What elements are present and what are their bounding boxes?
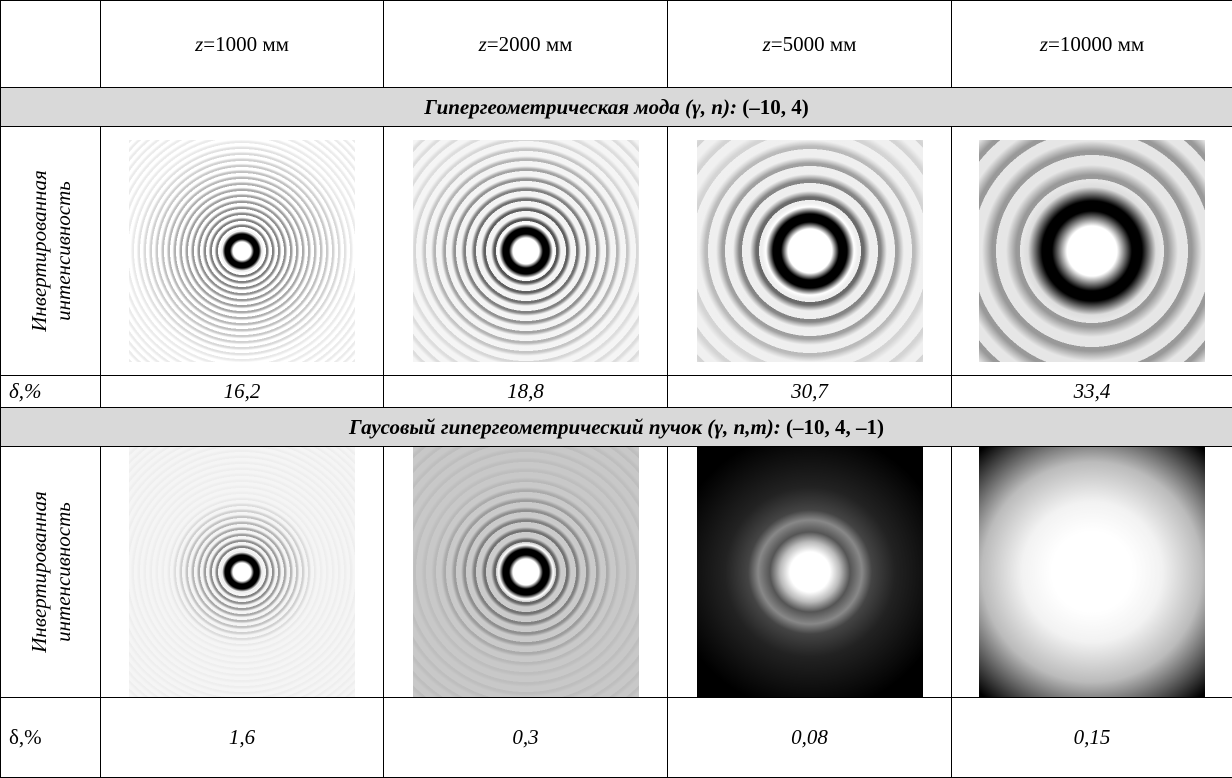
row-label-line: интенсивность [51, 502, 75, 642]
header-row: z=1000 мм z=2000 мм z=5000 мм z=10000 мм [1, 1, 1232, 88]
metric-label: δ,% [1, 698, 101, 778]
section-values: (–10, 4) [742, 95, 809, 119]
variable: z [1040, 32, 1048, 56]
body: z=1000 мм z=2000 мм z=5000 мм z=10000 мм… [0, 0, 1232, 776]
image-cell [101, 127, 384, 376]
page: Table {"columns": [ {"variable": "z", "t… [0, 0, 1232, 776]
image-cell [384, 127, 668, 376]
section-params: (γ, n,m): [707, 415, 780, 439]
column-header: z=10000 мм [952, 1, 1232, 88]
variable: z [763, 32, 771, 56]
image-cell [952, 447, 1232, 698]
metric-row: δ,% 1,6 0,3 0,08 0,15 [1, 698, 1232, 778]
metric-value: 33,4 [952, 376, 1232, 408]
section-name: Гипергеометрическая мода [424, 95, 680, 119]
intensity-image [413, 447, 639, 697]
metric-value: 1,6 [101, 698, 384, 778]
section-row: Гаусовый гипергеометрический пучок (γ, n… [1, 408, 1232, 447]
corner-cell [1, 1, 101, 88]
variable: z [479, 32, 487, 56]
metric-value: 30,7 [668, 376, 952, 408]
image-cell [101, 447, 384, 698]
section-row: Гипергеометрическая мода (γ, n): (–10, 4… [1, 88, 1232, 127]
results-table: z=1000 мм z=2000 мм z=5000 мм z=10000 мм… [0, 0, 1232, 778]
section-title: Гаусовый гипергеометрический пучок (γ, n… [1, 408, 1232, 447]
intensity-image [129, 447, 355, 697]
intensity-image [979, 447, 1205, 697]
row-label-line: Инвертированная [27, 170, 51, 331]
section-values: (–10, 4, –1) [786, 415, 884, 439]
column-text: =2000 мм [487, 32, 573, 56]
intensity-image [129, 140, 355, 362]
metric-label: δ,% [1, 376, 101, 408]
metric-value: 0,08 [668, 698, 952, 778]
metric-value: 18,8 [384, 376, 668, 408]
section-title: Гипергеометрическая мода (γ, n): (–10, 4… [1, 88, 1232, 127]
intensity-image [697, 447, 923, 697]
metric-value: 16,2 [101, 376, 384, 408]
row-label-line: Инвертированная [27, 491, 51, 652]
column-text: =10000 мм [1048, 32, 1144, 56]
column-header: z=2000 мм [384, 1, 668, 88]
image-cell [668, 447, 952, 698]
intensity-image [979, 140, 1205, 362]
image-cell [384, 447, 668, 698]
intensity-image [413, 140, 639, 362]
column-text: =1000 мм [203, 32, 289, 56]
section-params: (γ, n): [685, 95, 737, 119]
image-cell [668, 127, 952, 376]
image-cell [952, 127, 1232, 376]
column-header: z=5000 мм [668, 1, 952, 88]
metric-value: 0,3 [384, 698, 668, 778]
column-header: z=1000 мм [101, 1, 384, 88]
section-name: Гаусовый гипергеометрический пучок [349, 415, 702, 439]
metric-value: 0,15 [952, 698, 1232, 778]
intensity-image [697, 140, 923, 362]
metric-row: δ,% 16,2 18,8 30,7 33,4 [1, 376, 1232, 408]
column-text: =5000 мм [771, 32, 857, 56]
row-label-line: интенсивность [51, 181, 75, 321]
